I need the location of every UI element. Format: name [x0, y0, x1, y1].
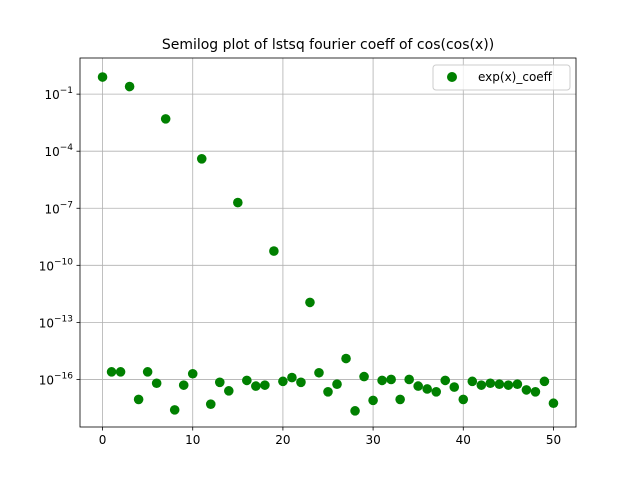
data-point	[458, 394, 469, 405]
data-point	[494, 379, 505, 390]
data-point	[242, 375, 252, 386]
data-point	[106, 367, 117, 377]
y-tick-label: 10−10	[39, 257, 74, 273]
data-point	[386, 374, 396, 385]
data-point	[115, 367, 126, 377]
data-point	[233, 197, 243, 208]
data-point	[548, 398, 559, 409]
data-point	[539, 376, 550, 387]
x-tick-label: 20	[275, 433, 290, 447]
legend-label: exp(x)_coeff	[478, 70, 553, 84]
data-point	[178, 380, 189, 390]
legend-marker	[447, 72, 457, 82]
data-point	[332, 379, 342, 390]
data-point	[296, 377, 306, 388]
data-point	[368, 395, 378, 406]
data-points	[97, 72, 559, 416]
data-point	[278, 376, 288, 387]
data-point	[395, 394, 405, 405]
data-point	[404, 374, 414, 385]
data-point	[214, 377, 225, 388]
y-axis: 10−1 10−4 10−7 10−10 10−13 10−16	[39, 86, 80, 387]
data-point	[187, 368, 198, 379]
data-point	[413, 381, 423, 391]
data-point	[251, 381, 261, 391]
data-point	[196, 154, 207, 164]
legend: exp(x)_coeff	[432, 64, 571, 91]
y-tick-label: 10−7	[44, 200, 73, 216]
data-point	[205, 399, 216, 409]
plot-frame	[79, 57, 577, 428]
data-point	[359, 371, 369, 382]
legend-box	[432, 64, 571, 91]
x-tick-label: 10	[185, 433, 200, 447]
data-point	[521, 385, 532, 395]
data-point	[485, 378, 496, 389]
data-point	[97, 72, 108, 82]
data-point	[142, 367, 153, 377]
data-point	[467, 376, 478, 387]
data-point	[449, 382, 460, 392]
data-point	[530, 387, 541, 397]
data-point	[440, 375, 451, 386]
data-point	[269, 246, 279, 256]
x-tick-label: 30	[365, 433, 380, 447]
data-point	[431, 387, 442, 397]
x-tick-label: 50	[546, 433, 561, 447]
data-point	[133, 394, 144, 405]
data-point	[377, 375, 387, 386]
data-point	[169, 405, 180, 415]
data-point	[314, 367, 324, 378]
data-point	[476, 380, 487, 390]
data-point	[323, 387, 333, 397]
data-point	[350, 406, 360, 416]
data-point	[260, 380, 270, 390]
grid	[80, 58, 576, 427]
y-tick-label: 10−16	[39, 371, 74, 387]
data-point	[503, 380, 514, 390]
x-tick-label: 40	[456, 433, 471, 447]
data-point	[305, 297, 315, 308]
data-point	[512, 379, 523, 390]
chart-title: Semilog plot of lstsq fourier coeff of c…	[162, 37, 494, 53]
data-point	[422, 384, 433, 394]
y-tick-label: 10−4	[44, 143, 73, 159]
x-axis: 0 10 20 30 40 50	[99, 427, 561, 447]
data-point	[151, 378, 162, 389]
data-point	[341, 353, 351, 364]
x-tick-label: 0	[99, 433, 107, 447]
data-point	[124, 81, 135, 92]
y-tick-label: 10−1	[44, 86, 73, 102]
data-point	[287, 372, 297, 383]
y-tick-label: 10−13	[39, 314, 73, 330]
data-point	[160, 114, 171, 124]
data-point	[224, 386, 234, 396]
